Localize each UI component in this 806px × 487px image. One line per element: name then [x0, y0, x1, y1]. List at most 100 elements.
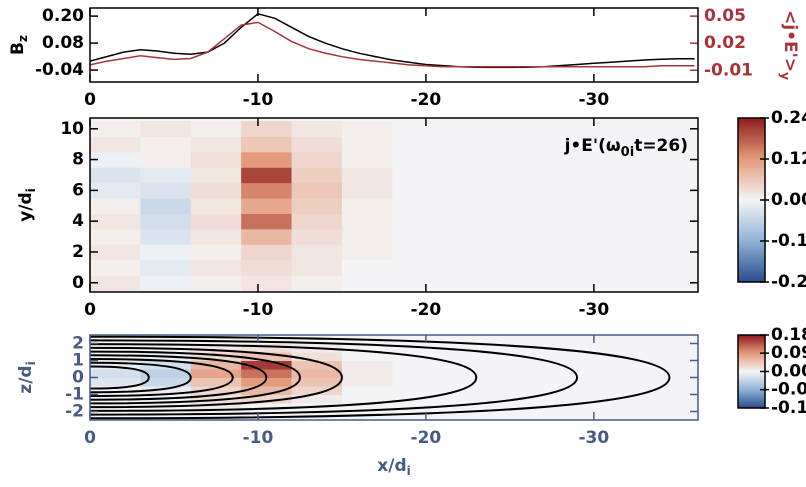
heatmap-cell: [543, 228, 595, 245]
heatmap-cell: [543, 136, 595, 153]
y-tick-label: -2: [65, 402, 84, 422]
colorbar-tick-label: -0.183: [771, 398, 806, 418]
heatmap-cell: [442, 275, 494, 291]
heatmap-cell: [341, 386, 393, 395]
x-tick-label: -30: [579, 428, 610, 448]
heatmap-cell: [291, 151, 343, 168]
heatmap-cell: [341, 136, 393, 153]
heatmap-cell: [341, 182, 393, 199]
heatmap-cell: [190, 244, 242, 261]
heatmap-cell: [543, 343, 595, 353]
heatmap-cell: [90, 369, 141, 378]
heatmap-cell: [644, 377, 696, 387]
colorbar-tick-label: 0.183: [771, 325, 806, 345]
heatmap-cell: [140, 369, 192, 378]
heatmap-cell: [241, 377, 293, 387]
y2-tick-label: 0.02: [704, 33, 746, 53]
heatmap-cell: [392, 151, 444, 168]
heatmap-cell: [392, 167, 444, 184]
heatmap-cell: [644, 228, 696, 245]
heatmap-cell: [140, 377, 192, 387]
heatmap-cell: [392, 360, 444, 370]
colorbar-tick-label: 0.00: [771, 190, 806, 210]
heatmap-cell: [341, 121, 393, 137]
heatmap-cell: [593, 259, 645, 276]
heatmap-cell: [543, 411, 595, 420]
heatmap-cell: [90, 275, 141, 291]
heatmap-cell: [90, 228, 141, 245]
heatmap-cell: [392, 121, 444, 137]
axis-label-text: x/d: [377, 456, 406, 476]
x-tick-label: -10: [243, 300, 274, 320]
heatmap-cell: [493, 182, 544, 199]
heatmap-cell: [644, 136, 696, 153]
x-tick-label: -30: [579, 90, 610, 110]
heatmap-cell: [442, 213, 494, 230]
heatmap-cell: [190, 352, 242, 361]
heatmap-cell: [90, 136, 141, 153]
heatmap-cell: [644, 369, 696, 378]
heatmap-cell: [140, 213, 192, 230]
heatmap-cell: [644, 386, 696, 395]
heatmap-cell: [493, 121, 544, 137]
heatmap-cell: [241, 121, 293, 137]
y-tick-label: 8: [72, 150, 84, 170]
heatmap-cell: [90, 121, 141, 137]
y-tick-label: -1: [65, 385, 84, 405]
heatmap-cell: [493, 198, 544, 214]
heatmap-cell: [140, 259, 192, 276]
axis-label-sub: y: [779, 72, 793, 80]
heatmap-cell: [341, 244, 393, 261]
heatmap-cell: [190, 259, 242, 276]
heatmap-cell: [543, 167, 595, 184]
heatmap-cell: [493, 228, 544, 245]
x-tick-label: 0: [84, 300, 96, 320]
heatmap-cell: [392, 377, 444, 387]
axis-label-sub: i: [24, 361, 38, 365]
heatmap-cell: [644, 352, 696, 361]
y-tick-label: 0.20: [42, 6, 84, 26]
heatmap-cell: [291, 182, 343, 199]
heatmap-cell: [392, 369, 444, 378]
heatmap-cell: [241, 182, 293, 199]
heatmap-cell: [341, 394, 393, 404]
heatmap-cell: [291, 244, 343, 261]
heatmap-cell: [341, 167, 393, 184]
heatmap-cell: [140, 167, 192, 184]
heatmap-cell: [593, 275, 645, 291]
heatmap-cell: [644, 275, 696, 291]
heatmap-cell: [493, 213, 544, 230]
heatmap-cell: [493, 386, 544, 395]
heatmap-cell: [392, 259, 444, 276]
heatmap-cell: [341, 198, 393, 214]
heatmap-cell: [341, 228, 393, 245]
heatmap-cell: [291, 228, 343, 245]
heatmap-cell: [190, 182, 242, 199]
heatmap-cell: [140, 182, 192, 199]
annotation-sub: 0i: [621, 145, 635, 160]
heatmap-cell: [140, 228, 192, 245]
heatmap-cell: [442, 228, 494, 245]
data-line: [89, 12, 695, 69]
heatmap-cell: [442, 244, 494, 261]
axis-label: y/di: [16, 188, 38, 222]
heatmap-cell: [241, 275, 293, 291]
heatmap-cell: [341, 343, 393, 353]
heatmap-cell: [442, 369, 494, 378]
heatmap-cell: [190, 121, 242, 137]
heatmap-cell: [644, 343, 696, 353]
x-tick-label: -20: [411, 428, 442, 448]
heatmap-cell: [291, 275, 343, 291]
heatmap-cell: [190, 198, 242, 214]
heatmap-cell: [442, 121, 494, 137]
heatmap-cell: [90, 360, 141, 370]
heatmap-cell: [341, 151, 393, 168]
heatmap-cell: [241, 386, 293, 395]
heatmap-cell: [392, 335, 444, 344]
contour: [90, 343, 478, 412]
heatmap-cell: [644, 394, 696, 404]
colorbar-tick-label: 0.000: [771, 362, 806, 382]
heatmap-cell: [493, 167, 544, 184]
heatmap-cell: [291, 360, 343, 370]
axis-label-text: z/d: [16, 365, 36, 393]
